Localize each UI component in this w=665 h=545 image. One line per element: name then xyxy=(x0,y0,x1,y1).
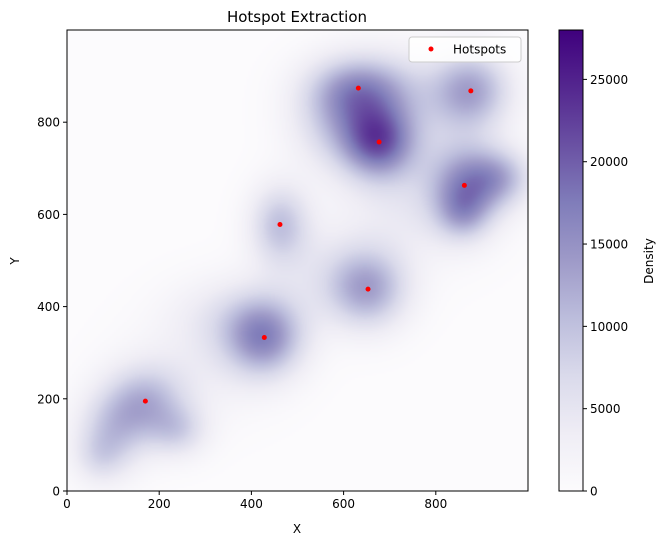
hotspot-point xyxy=(277,222,283,228)
x-tick-label: 600 xyxy=(332,497,355,511)
hotspot-point xyxy=(365,286,371,292)
legend-label: Hotspots xyxy=(453,43,506,57)
x-tick-label: 800 xyxy=(424,497,447,511)
y-tick-label: 600 xyxy=(37,208,60,222)
colorbar-tick-label: 15000 xyxy=(590,238,628,252)
colorbar-ticks: 0 5000 10000 15000 20000 25000 xyxy=(583,73,628,499)
y-tick-label: 800 xyxy=(37,116,60,130)
y-axis-label: Y xyxy=(8,257,22,266)
colorbar-tick-label: 25000 xyxy=(590,73,628,87)
hotspot-point xyxy=(142,398,148,404)
hotspot-point xyxy=(261,334,267,340)
plot-area xyxy=(66,29,529,492)
colorbar: 0 5000 10000 15000 20000 25000 Density xyxy=(558,29,656,499)
y-tick-label: 400 xyxy=(37,300,60,314)
x-axis-ticks: 0 200 400 600 800 xyxy=(63,491,447,511)
legend: Hotspots xyxy=(408,36,522,63)
colorbar-label: Density xyxy=(642,238,656,284)
legend-marker xyxy=(428,46,434,52)
colorbar-tick-label: 20000 xyxy=(590,155,628,169)
chart-title: Hotspot Extraction xyxy=(227,8,367,26)
colorbar-tick-label: 10000 xyxy=(590,320,628,334)
y-tick-label: 200 xyxy=(37,392,60,406)
y-tick-label: 0 xyxy=(52,485,60,499)
hotspot-point xyxy=(461,182,467,188)
density-heatmap xyxy=(67,30,528,491)
hotspot-point xyxy=(376,139,382,145)
legend-box xyxy=(408,36,522,63)
colorbar-tick-label: 0 xyxy=(590,485,598,499)
hotspot-point xyxy=(355,85,361,91)
colorbar-gradient xyxy=(558,29,584,492)
x-axis-label: X xyxy=(293,522,301,536)
x-tick-label: 200 xyxy=(148,497,171,511)
colorbar-tick-label: 5000 xyxy=(590,402,621,416)
hotspot-points xyxy=(142,85,474,404)
x-tick-label: 400 xyxy=(240,497,263,511)
plot-frame xyxy=(66,29,529,492)
hotspot-point xyxy=(468,88,474,94)
y-axis-ticks: 0 200 400 600 800 xyxy=(37,116,67,499)
x-tick-label: 0 xyxy=(63,497,71,511)
